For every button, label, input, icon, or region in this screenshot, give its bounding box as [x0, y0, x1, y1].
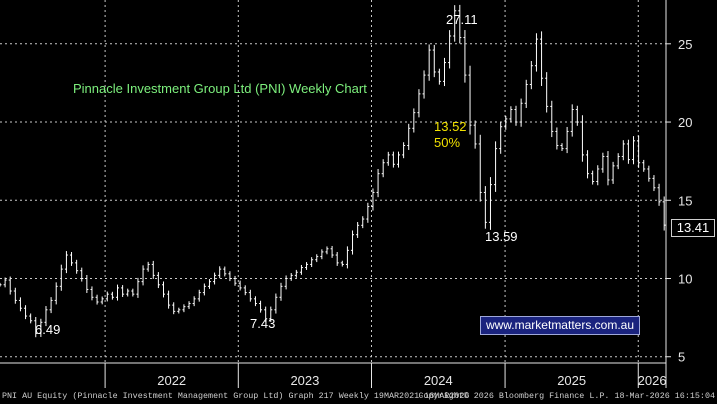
grid-lines [0, 0, 666, 363]
retracement-label: 50% [434, 135, 460, 150]
x-tick-label: 2023 [290, 373, 319, 388]
x-axis-ticks: 2022 2023 2024 2025 2026 [104, 363, 667, 388]
annotation-low-value-2024: 13.59 [485, 229, 518, 244]
price-series [0, 4, 666, 338]
x-tick-label: 2022 [157, 373, 186, 388]
x-tick-label: 2024 [424, 373, 453, 388]
annotation-low-value-2021: 6.49 [35, 322, 60, 337]
annotation-low-value-2023: 7.43 [250, 316, 275, 331]
y-tick-label: 25 [678, 37, 692, 52]
y-tick-label: 20 [678, 115, 692, 130]
y-tick-label: 10 [678, 272, 692, 287]
axes [0, 0, 667, 388]
y-tick-label: 5 [678, 350, 685, 365]
website-label: www.marketmatters.com.au [480, 316, 640, 335]
last-price-tag: 13.41 [671, 219, 715, 237]
footer-copyright: Copyright© 2026 Bloomberg Finance L.P. 1… [418, 391, 715, 401]
annotation-high-value: 27.11 [446, 12, 478, 27]
footer-security-info: PNI AU Equity (Pinnacle Investment Manag… [2, 391, 470, 401]
chart-title: Pinnacle Investment Group Ltd (PNI) Week… [73, 81, 367, 96]
footer-bar: PNI AU Equity (Pinnacle Investment Manag… [0, 389, 717, 404]
x-tick-label: 2025 [557, 373, 586, 388]
y-axis-ticks: 5 10 15 20 25 [666, 37, 692, 365]
retracement-value: 13.52 [434, 119, 467, 134]
y-tick-label: 15 [678, 193, 692, 208]
x-tick-label: 2026 [638, 373, 667, 388]
